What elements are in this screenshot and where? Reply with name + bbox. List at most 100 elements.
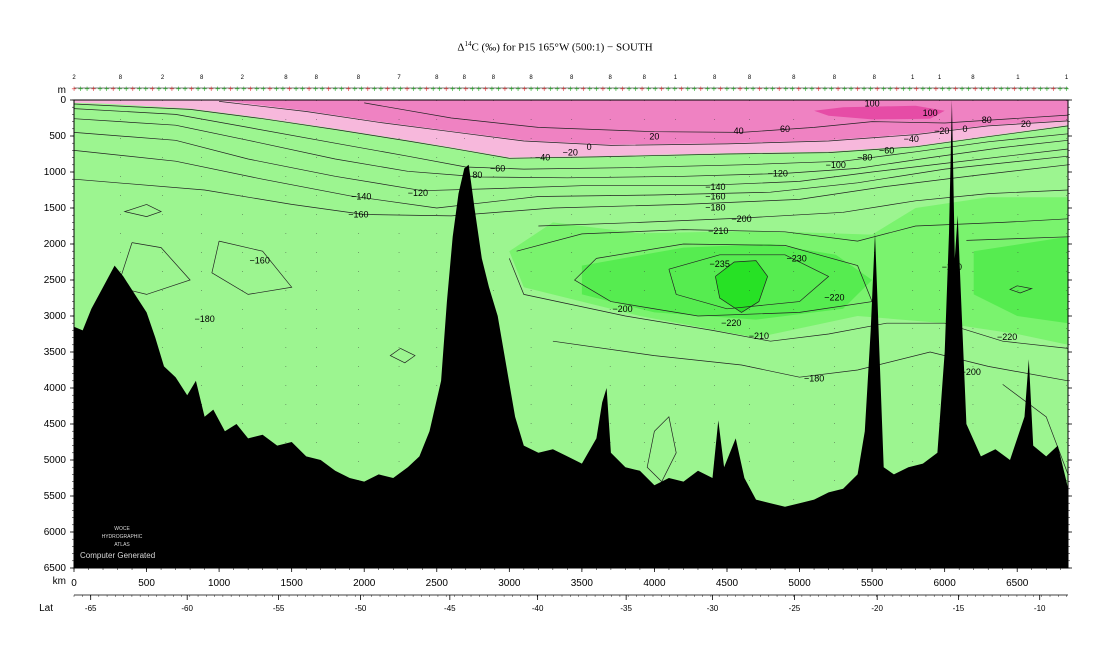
- station-marker: +: [548, 85, 554, 93]
- station-marker: +: [998, 85, 1004, 93]
- depth-tick-label: 0: [60, 95, 66, 106]
- station-marker: +: [496, 85, 502, 93]
- plot-frame: [73, 99, 1069, 569]
- contour-label: 100: [923, 108, 938, 118]
- station-marker: +: [411, 85, 417, 93]
- contour-label: −140: [351, 192, 371, 202]
- station-axis: + + + + + + + + + + + + + + + + + + + + + + + + + + + + + + + + + + + + + + + +…: [71, 75, 1070, 93]
- station-marker: +: [946, 85, 952, 93]
- station-marker: +: [776, 85, 782, 93]
- contour-label: 20: [649, 132, 659, 142]
- station-marker: +: [959, 85, 965, 93]
- distance-tick-label: 2000: [353, 578, 376, 589]
- station-marker: +: [417, 85, 423, 93]
- station-marker: +: [593, 85, 599, 93]
- station-marker: +: [587, 85, 593, 93]
- contour-line: [364, 102, 1068, 133]
- contour-line: [74, 132, 1068, 192]
- station-marker: +: [404, 85, 410, 93]
- contour-line: [574, 243, 873, 317]
- depth-tick-label: 4000: [44, 383, 67, 394]
- station-marker: +: [456, 85, 462, 93]
- station-number: 8: [463, 75, 467, 81]
- station-marker: +: [646, 85, 652, 93]
- latitude-tick-label: -50: [355, 604, 367, 613]
- contour-label: −220: [997, 332, 1017, 342]
- station-marker: +: [293, 85, 299, 93]
- station-marker: +: [332, 85, 338, 93]
- depth-tick-label: 5500: [44, 491, 67, 502]
- contour-line: [646, 416, 677, 483]
- station-marker: +: [855, 85, 861, 93]
- station-number: 7: [397, 75, 401, 81]
- station-marker: +: [894, 85, 900, 93]
- station-marker: +: [554, 85, 560, 93]
- contour-label: 100: [865, 99, 880, 109]
- station-marker: +: [731, 85, 737, 93]
- watermark-line: WOCE: [114, 526, 130, 532]
- station-marker: +: [515, 85, 521, 93]
- contour-label: −200: [612, 304, 632, 314]
- station-marker: +: [665, 85, 671, 93]
- contour-label: −210: [708, 226, 728, 236]
- station-marker: +: [260, 85, 266, 93]
- contour-label: 60: [780, 124, 790, 134]
- contour-line: [1009, 285, 1033, 294]
- distance-tick-label: 6000: [934, 578, 957, 589]
- contour-label: −120: [408, 188, 428, 198]
- station-marker: +: [966, 85, 972, 93]
- latitude-tick-label: -60: [181, 604, 193, 613]
- station-marker: +: [287, 85, 293, 93]
- station-marker: +: [580, 85, 586, 93]
- station-number: 1: [911, 75, 915, 81]
- contour-line: [74, 164, 1068, 217]
- station-marker: +: [365, 85, 371, 93]
- station-marker: +: [933, 85, 939, 93]
- station-number: 1: [674, 75, 678, 81]
- latitude-tick-label: -10: [1034, 604, 1046, 613]
- title-text: C (‰) for P15 165°W (500:1) − SOUTH: [471, 41, 653, 54]
- station-marker: +: [972, 85, 978, 93]
- station-marker: +: [345, 85, 351, 93]
- distance-tick-label: 4500: [716, 578, 739, 589]
- contour-label: 0: [962, 124, 967, 134]
- latitude-tick-label: -55: [273, 604, 285, 613]
- distance-tick-label: 1500: [281, 578, 304, 589]
- station-marker: +: [809, 85, 815, 93]
- station-marker: +: [1031, 85, 1037, 93]
- contour-label: −40: [535, 153, 550, 163]
- title-prefix: Δ: [457, 41, 465, 54]
- station-number: 8: [971, 75, 975, 81]
- contour-label: −20: [563, 148, 578, 158]
- bathymetry: [74, 100, 1068, 568]
- station-marker: +: [156, 85, 162, 93]
- contour-label: 20: [1021, 119, 1031, 129]
- contour-label: 0: [587, 142, 592, 152]
- station-marker: +: [123, 85, 129, 93]
- depth-tick-label: 1500: [44, 203, 67, 214]
- station-marker: +: [117, 85, 123, 93]
- contour-line: [219, 101, 1068, 146]
- depth-unit-label: m: [58, 85, 66, 96]
- station-marker: +: [371, 85, 377, 93]
- station-marker: +: [861, 85, 867, 93]
- watermark-line: HYDROGRAPHIC: [102, 534, 143, 540]
- station-marker: +: [463, 85, 469, 93]
- contour-label: −200: [731, 214, 751, 224]
- station-marker: +: [724, 85, 730, 93]
- station-marker: +: [979, 85, 985, 93]
- station-marker: +: [633, 85, 639, 93]
- contour-label: −40: [904, 134, 919, 144]
- station-marker: +: [881, 85, 887, 93]
- station-marker: +: [913, 85, 919, 93]
- contour-label: −180: [194, 314, 214, 324]
- contour-label: −120: [768, 168, 788, 178]
- contour-line: [74, 150, 1068, 209]
- station-marker: +: [378, 85, 384, 93]
- station-marker: +: [241, 85, 247, 93]
- latitude-tick-label: -65: [85, 604, 97, 613]
- station-marker: +: [750, 85, 756, 93]
- station-marker: +: [306, 85, 312, 93]
- station-marker: +: [652, 85, 658, 93]
